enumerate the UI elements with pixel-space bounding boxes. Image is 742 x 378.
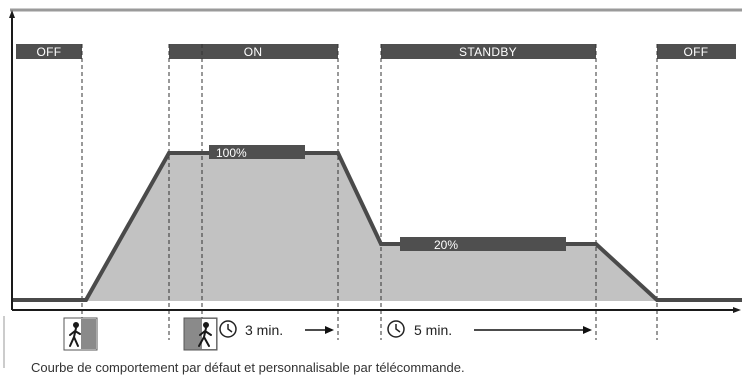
- y-axis-arrow: [9, 10, 15, 18]
- state-bar-standby: STANDBY: [381, 44, 596, 59]
- arrow-right-icon: [474, 326, 592, 334]
- timer-standby-delay: 5 min.: [387, 320, 592, 338]
- time-markers: [81, 44, 658, 340]
- level-label-100: 100%: [209, 145, 305, 160]
- timer-label: 5 min.: [414, 322, 452, 338]
- state-label: STANDBY: [459, 45, 517, 59]
- diagram-caption: Courbe de comportement par défaut et per…: [31, 360, 465, 375]
- state-bar-on: ON: [169, 44, 338, 59]
- clock-icon: [387, 320, 405, 338]
- light-level-curve: [12, 151, 742, 302]
- x-axis-arrow: [733, 307, 741, 313]
- state-label: ON: [244, 45, 263, 59]
- state-label: OFF: [684, 45, 709, 59]
- timer-label: 3 min.: [245, 322, 283, 338]
- axes: [9, 10, 741, 313]
- arrow-right-icon: [305, 326, 334, 334]
- person-entering-icon: [63, 317, 98, 351]
- timer-on-delay: 3 min.: [219, 320, 334, 338]
- level-label-text: 100%: [216, 146, 247, 160]
- level-label-text: 20%: [434, 238, 458, 252]
- state-bar-off-1: OFF: [16, 44, 82, 59]
- state-bar-off-2: OFF: [657, 44, 736, 59]
- person-walking-icon: [183, 317, 218, 351]
- level-label-20: 20%: [400, 237, 566, 252]
- state-label: OFF: [37, 45, 62, 59]
- clock-icon: [219, 320, 237, 338]
